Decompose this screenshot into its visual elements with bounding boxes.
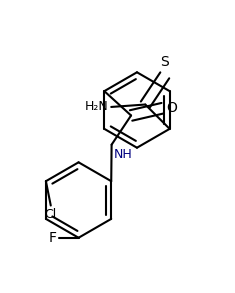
Text: Cl: Cl [45,208,57,221]
Text: H₂N: H₂N [85,100,109,113]
Text: NH: NH [114,148,133,161]
Text: O: O [166,101,177,115]
Text: S: S [161,55,169,69]
Text: F: F [49,231,57,245]
